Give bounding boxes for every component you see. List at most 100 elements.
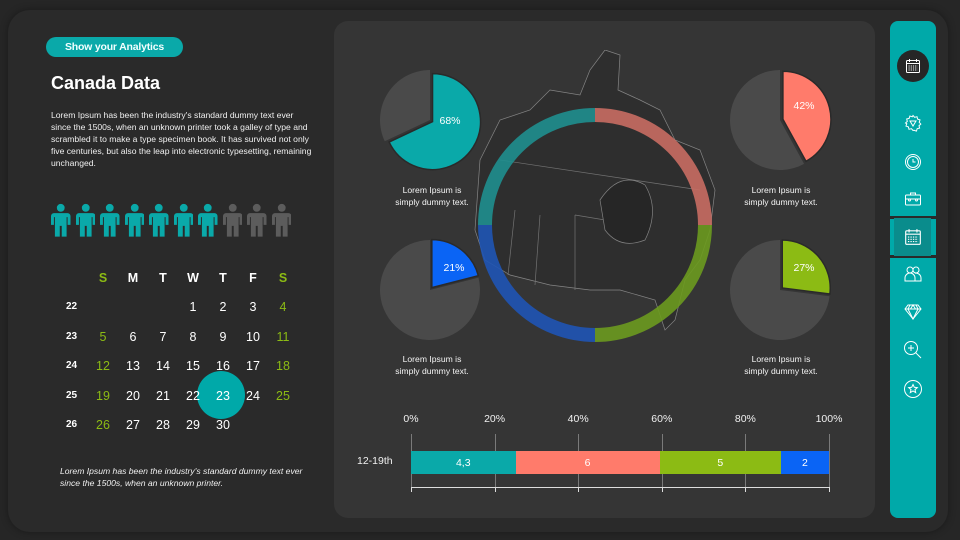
pie-value-label: 27%: [793, 262, 815, 274]
sidebar-item-zoom-in[interactable]: [899, 336, 927, 364]
calendar-day[interactable]: 16: [216, 359, 230, 373]
calendar-day[interactable]: 13: [126, 359, 140, 373]
calendar-day[interactable]: 6: [129, 329, 137, 344]
caption-line: Lorem Ipsum is: [751, 354, 811, 364]
person-icon: [198, 203, 218, 237]
calendar-day-selected[interactable]: 23: [216, 388, 230, 403]
people-icon-row: [51, 203, 291, 237]
canada-map-icon: [474, 50, 716, 331]
pie-chart-bottom-left: [380, 238, 480, 340]
pie-chart-top-right: [730, 70, 832, 170]
gridline: [829, 434, 830, 492]
calendar-day[interactable]: 17: [246, 359, 260, 373]
calendar-day[interactable]: 9: [219, 329, 227, 344]
calendar-icon: [905, 229, 921, 245]
axis-tick: [829, 487, 830, 492]
users-icon: [904, 266, 922, 282]
pie-value-label: 21%: [443, 262, 465, 274]
person-icon: [75, 203, 95, 237]
sidebar-item-calendar-top[interactable]: [897, 50, 929, 82]
pie-remainder-slice: [730, 240, 830, 340]
calendar-week-row: 25 19 20 21 22 23 24 25: [58, 386, 298, 406]
clock-icon: [905, 154, 921, 170]
pie-value-slice: [431, 238, 480, 289]
calendar-day[interactable]: 10: [246, 329, 260, 344]
pie-value-slice: [781, 239, 831, 295]
diamond-icon: [904, 304, 922, 321]
week-number: 25: [66, 389, 78, 401]
caption-line: simply dummy text.: [395, 366, 469, 376]
pie-caption: Lorem Ipsum is simply dummy text.: [726, 353, 836, 377]
axis-tick: [745, 487, 747, 492]
calendar-day[interactable]: 20: [126, 388, 140, 403]
calendar-day[interactable]: 25: [276, 388, 290, 403]
calendar-day-header: T: [219, 271, 227, 285]
calendar-day[interactable]: 22: [186, 388, 200, 403]
sidebar-item-diamond[interactable]: [899, 298, 927, 326]
axis-baseline: [411, 487, 830, 488]
calendar-day[interactable]: 21: [156, 388, 170, 403]
calendar-day[interactable]: 12: [96, 359, 110, 373]
calendar-day-header: T: [159, 271, 167, 285]
calendar-day[interactable]: 8: [189, 329, 197, 344]
caption-line: Lorem Ipsum is: [751, 185, 811, 195]
sidebar-item-calendar[interactable]: [899, 223, 927, 251]
caption-line: Lorem Ipsum is: [402, 354, 462, 364]
calendar-day[interactable]: 15: [186, 359, 200, 373]
calendar-day[interactable]: 27: [126, 418, 140, 432]
calendar-day[interactable]: 5: [99, 329, 107, 344]
sidebar-item-active-bg: [894, 218, 931, 256]
calendar-day[interactable]: 3: [249, 300, 257, 314]
axis-tick-label: 60%: [651, 413, 673, 425]
pie-value-slice: [782, 70, 832, 163]
description-text: Lorem Ipsum has been the industry's stan…: [51, 110, 312, 168]
calendar-day[interactable]: 2: [219, 300, 227, 314]
person-icon: [100, 203, 120, 237]
caption-line: simply dummy text.: [395, 197, 469, 207]
calendar-day-header: S: [98, 271, 108, 285]
pie-value-slice: [388, 72, 482, 171]
sidebar-divider: [890, 255, 936, 258]
sidebar-item-settings[interactable]: [899, 109, 927, 137]
calendar-day-header: F: [249, 271, 257, 285]
sidebar-item-team[interactable]: [899, 260, 927, 288]
pie-caption: Lorem Ipsum is simply dummy text.: [377, 353, 487, 377]
calendar-day[interactable]: 24: [246, 388, 260, 403]
calendar-day[interactable]: 30: [216, 418, 230, 432]
sidebar-item-briefcase[interactable]: [899, 185, 927, 213]
person-icon: [173, 203, 193, 237]
calendar-day[interactable]: 11: [276, 329, 290, 344]
sidebar-item-favorite[interactable]: [899, 375, 927, 403]
page-title: Canada Data: [51, 73, 161, 93]
briefcase-icon: [905, 192, 921, 206]
selected-day-highlight: [197, 371, 245, 419]
person-icon: [124, 203, 144, 237]
calendar-day[interactable]: 19: [96, 388, 110, 403]
calendar-day[interactable]: 4: [279, 300, 287, 314]
person-icon: [247, 203, 267, 237]
sidebar-divider: [890, 216, 936, 219]
calendar-day[interactable]: 14: [156, 359, 170, 373]
calendar-day[interactable]: 18: [276, 359, 290, 373]
calendar-day[interactable]: 29: [186, 418, 200, 432]
bar-segment: 2: [780, 451, 829, 474]
caption-line: simply dummy text.: [744, 197, 818, 207]
person-icon: [271, 203, 291, 237]
axis-tick-label: 40%: [567, 413, 589, 425]
sidebar-item-clock[interactable]: [899, 148, 927, 176]
pie-chart-bottom-right: [730, 239, 831, 340]
calendar-day[interactable]: 28: [156, 418, 170, 432]
calendar-day-header: W: [187, 271, 199, 285]
axis-tick-label: 0%: [403, 413, 419, 425]
bar-segment: 4,3: [411, 451, 516, 474]
calendar-day-header: S: [278, 271, 288, 285]
axis-tick: [494, 487, 496, 492]
calendar-day[interactable]: 7: [159, 329, 167, 344]
week-number: 23: [66, 330, 78, 342]
axis-tick-label: 100%: [815, 413, 843, 425]
axis-tick-label: 80%: [734, 413, 756, 425]
calendar-day[interactable]: 1: [189, 300, 197, 314]
show-analytics-badge[interactable]: Show your Analytics: [46, 37, 183, 57]
calendar-day[interactable]: 26: [96, 418, 110, 432]
calendar-day-header: M: [127, 271, 139, 285]
